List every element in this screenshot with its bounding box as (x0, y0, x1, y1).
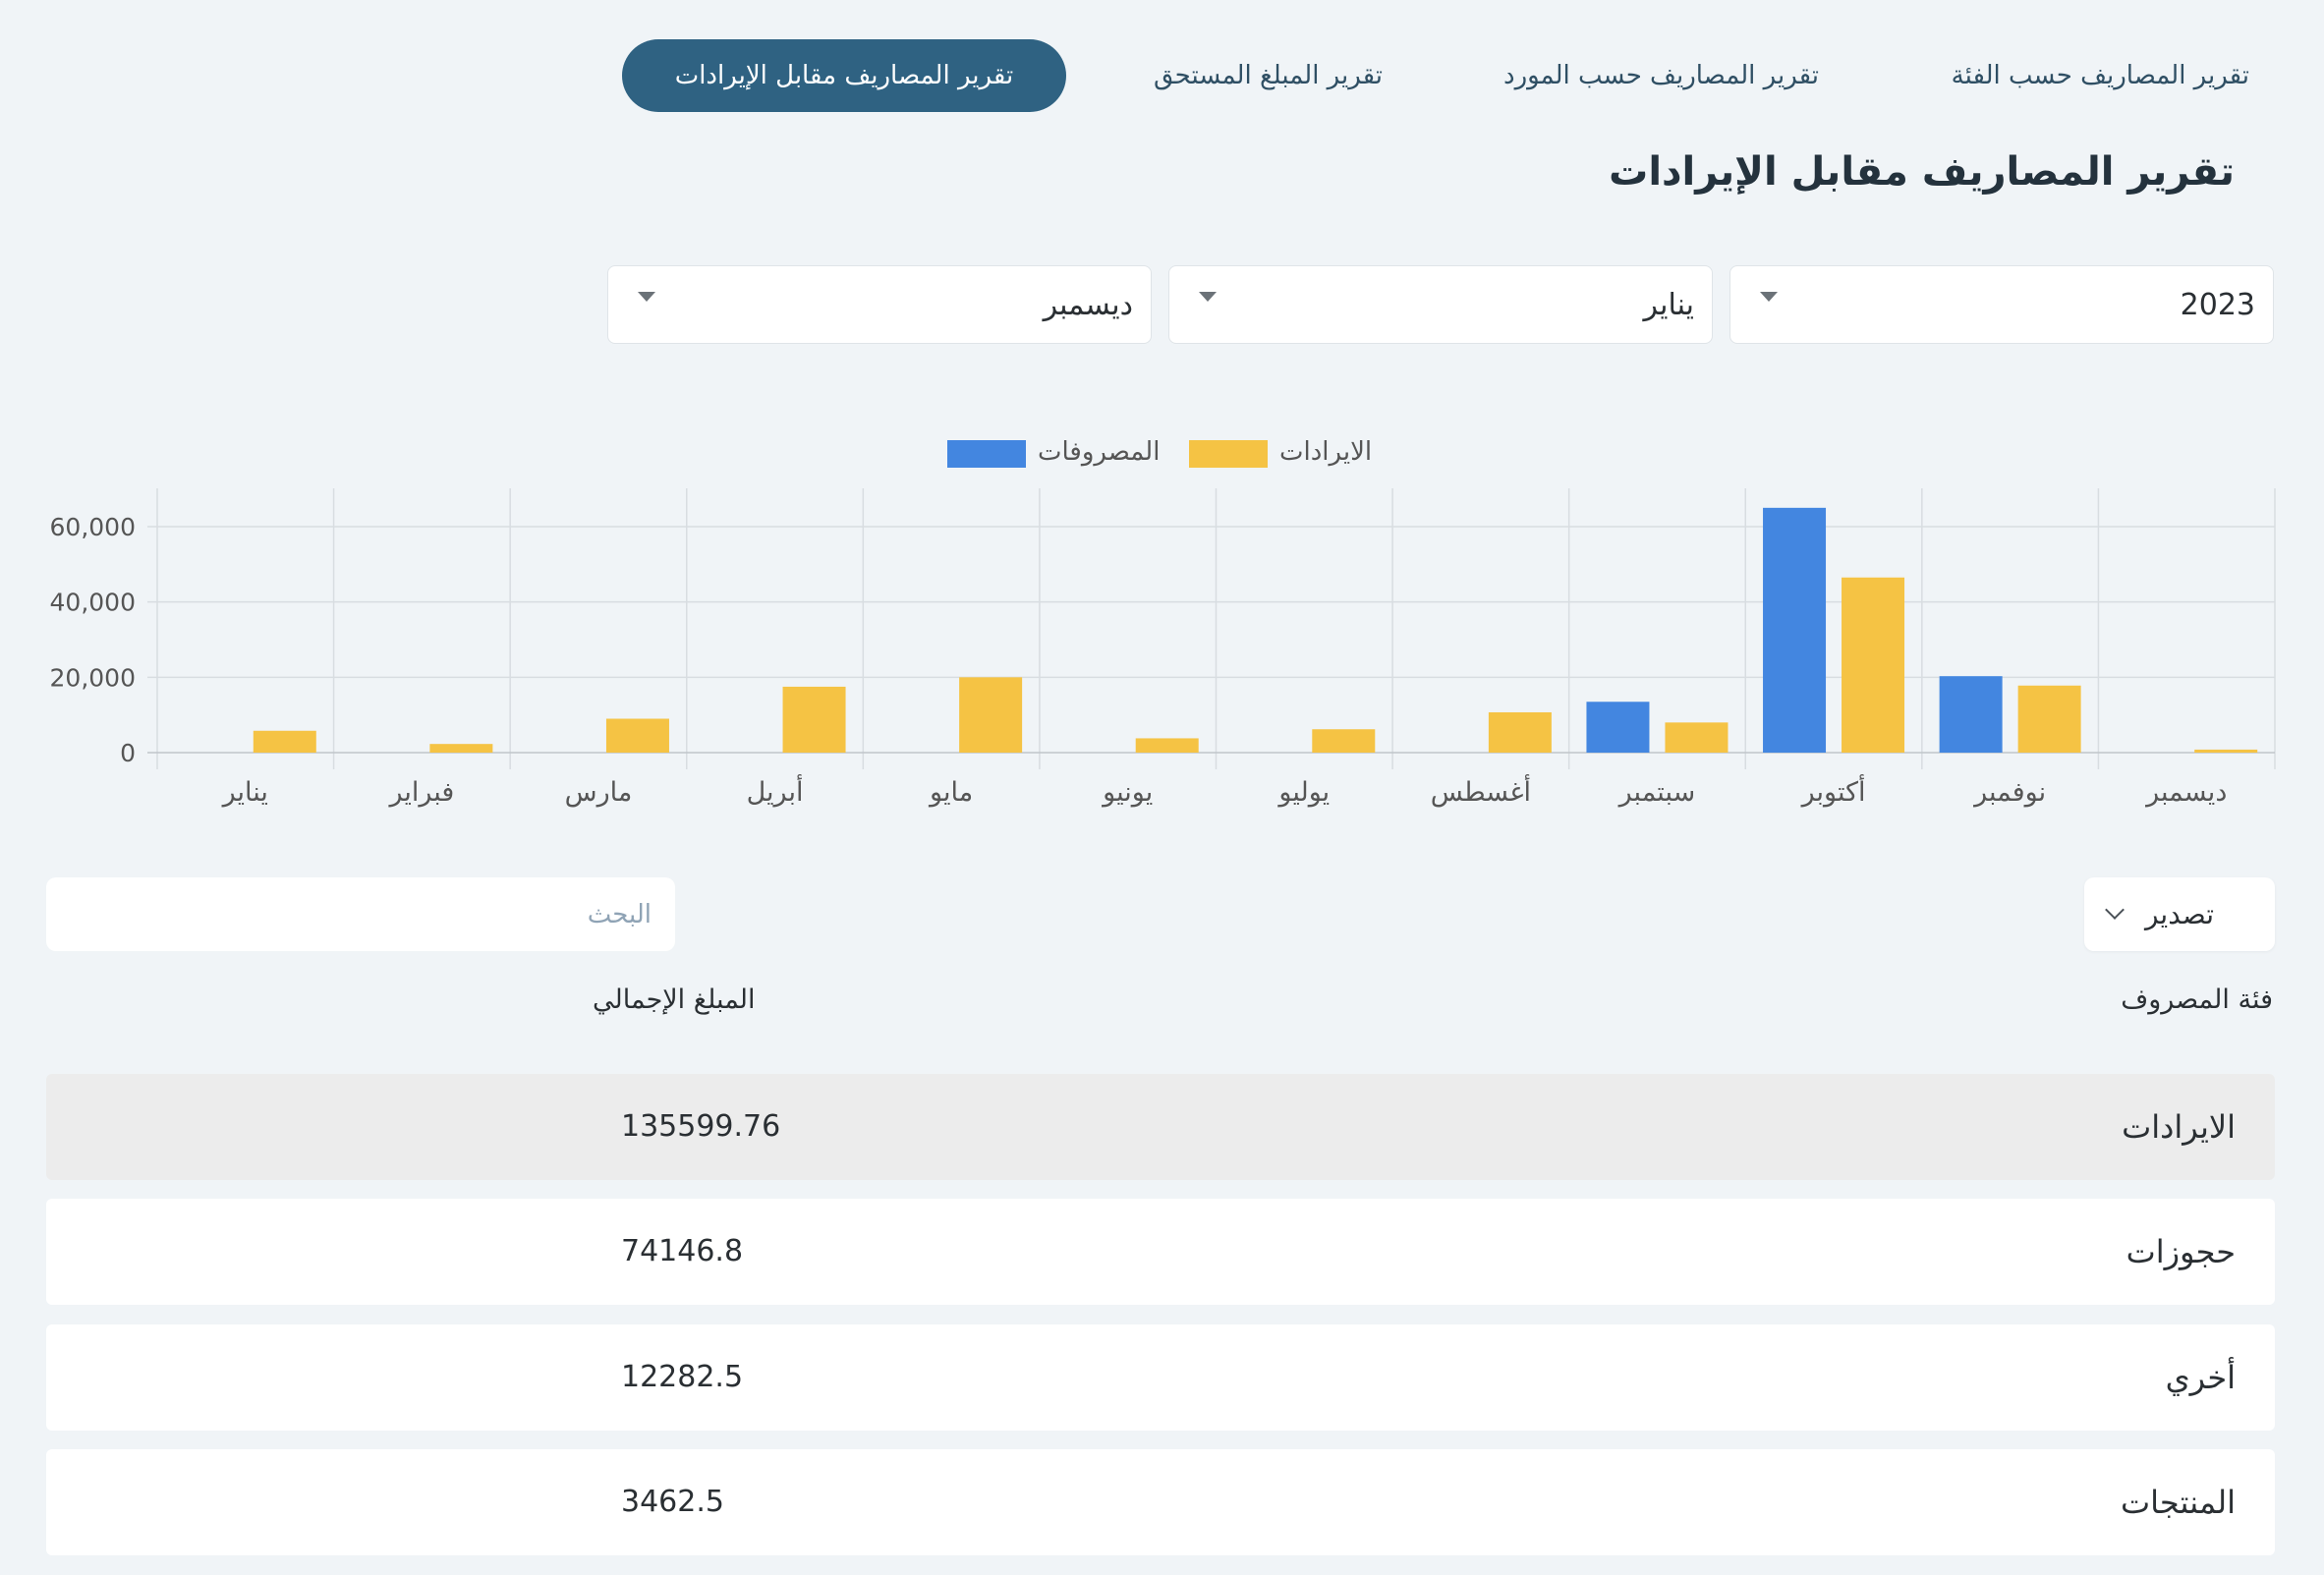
bar-revenues (1842, 577, 1905, 753)
row-category: المنتجات (2121, 1484, 2236, 1521)
bar-revenues (429, 744, 493, 753)
table-row[interactable]: الايرادات 135599.76 (46, 1074, 2275, 1180)
year-select[interactable]: 2023 (1729, 265, 2274, 344)
bar-revenues (2017, 685, 2081, 753)
legend-swatch-revenues (1189, 440, 1268, 468)
y-tick-label: 20,000 (50, 663, 136, 692)
x-tick-label: سبتمبر (1617, 777, 1696, 808)
bar-revenues (1488, 711, 1552, 753)
caret-down-icon (1760, 292, 1778, 302)
y-tick-label: 60,000 (50, 513, 136, 541)
x-tick-label: مارس (565, 777, 633, 808)
legend-label-expenses: المصروفات (1038, 437, 1161, 467)
tab-expenses-by-category[interactable]: تقرير المصاريف حسب الفئة (1951, 61, 2249, 90)
expenses-vs-revenues-chart: 0 20,000 40,000 60,000 يناير فبراير مارس أبريل م… (50, 488, 2276, 808)
bar-expenses (1763, 507, 1827, 753)
to-month-select-value: ديسمبر (1043, 288, 1133, 322)
bar-expenses (1939, 676, 2003, 753)
bar-expenses (1586, 702, 1650, 753)
column-header-category: فئة المصروف (2121, 984, 2273, 1015)
bar-revenues (605, 718, 669, 753)
year-select-value: 2023 (2180, 288, 2255, 322)
search-input[interactable] (46, 877, 675, 951)
tab-expenses-by-vendor[interactable]: تقرير المصاريف حسب المورد (1502, 61, 1819, 90)
bar-revenues (782, 686, 846, 753)
bar-revenues (2194, 749, 2258, 753)
x-tick-label: أكتوبر (1800, 773, 1866, 808)
x-tick-label: فبراير (387, 777, 454, 808)
row-amount: 3462.5 (621, 1485, 724, 1519)
row-category: حجوزات (2126, 1233, 2236, 1270)
row-category: الايرادات (2122, 1108, 2236, 1146)
x-tick-label: يناير (221, 777, 268, 808)
tab-expenses-vs-revenues[interactable]: تقرير المصاريف مقابل الإيرادات (622, 39, 1066, 112)
column-header-amount: المبلغ الإجمالي (593, 984, 756, 1015)
table-row[interactable]: أخري 12282.5 (46, 1324, 2275, 1431)
caret-down-icon (1199, 292, 1217, 302)
bar-revenues (1135, 738, 1199, 753)
to-month-select[interactable]: ديسمبر (607, 265, 1152, 344)
chevron-down-icon (2105, 900, 2125, 920)
row-amount: 135599.76 (621, 1109, 781, 1144)
row-amount: 74146.8 (621, 1234, 744, 1268)
x-tick-label: نوفمبر (1972, 777, 2046, 808)
report-tabs: تقرير المصاريف حسب الفئة تقرير المصاريف … (0, 39, 2324, 112)
bar-revenues (1312, 729, 1376, 753)
from-month-select[interactable]: يناير (1168, 265, 1713, 344)
y-tick-label: 0 (120, 739, 136, 767)
page-title: تقرير المصاريف مقابل الإيرادات (1609, 149, 2235, 195)
legend-label-revenues: الايرادات (1279, 437, 1373, 467)
y-tick-label: 40,000 (50, 589, 136, 617)
row-category: أخري (2165, 1359, 2236, 1396)
x-tick-label: أبريل (747, 773, 804, 808)
x-tick-label: أغسطس (1431, 773, 1531, 808)
x-tick-label: يونيو (1101, 777, 1153, 808)
from-month-select-value: يناير (1643, 288, 1694, 322)
export-button[interactable]: تصدير (2084, 877, 2275, 951)
x-tick-label: ديسمبر (2144, 777, 2227, 808)
x-tick-label: يوليو (1276, 777, 1330, 808)
tab-amount-due[interactable]: تقرير المبلغ المستحق (1154, 61, 1383, 90)
caret-down-icon (638, 292, 655, 302)
bar-revenues (1665, 722, 1729, 753)
legend-swatch-expenses (947, 440, 1026, 468)
table-row[interactable]: حجوزات 74146.8 (46, 1199, 2275, 1305)
bar-revenues (959, 677, 1023, 753)
export-button-label: تصدير (2144, 898, 2214, 930)
x-tick-label: مايو (928, 777, 973, 808)
bar-revenues (253, 730, 316, 753)
row-amount: 12282.5 (621, 1360, 744, 1394)
table-row[interactable]: المنتجات 3462.5 (46, 1449, 2275, 1555)
